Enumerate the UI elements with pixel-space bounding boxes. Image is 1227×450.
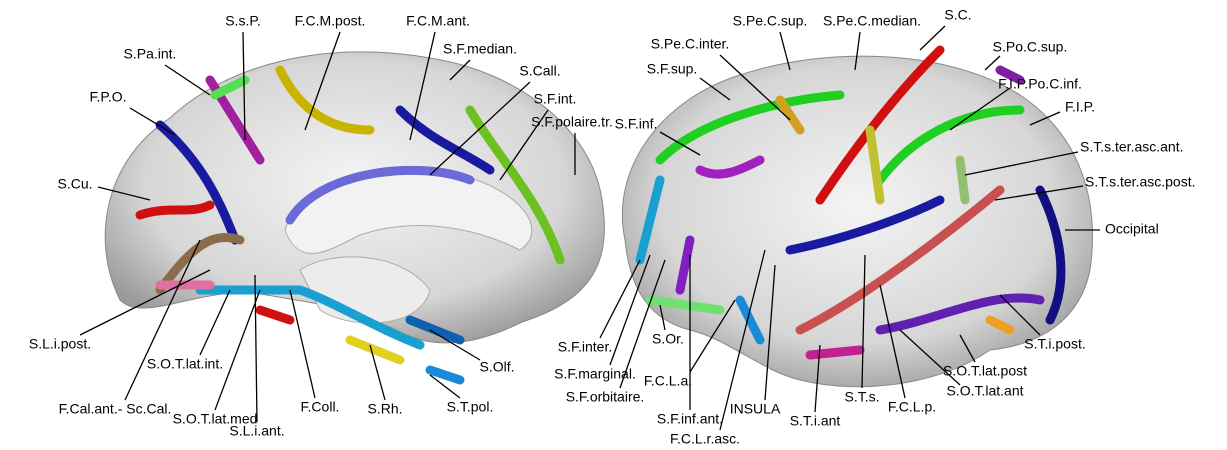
sulcus-label: S.T.s.ter.asc.post. xyxy=(1085,174,1196,190)
sulcus-label: S.O.T.lat.ant xyxy=(946,383,1023,399)
leader-line xyxy=(165,65,210,95)
sulcus-label: S.Call. xyxy=(519,63,560,79)
sulcus-label: Occipital xyxy=(1105,221,1159,237)
sulcus-label: S.F.inter. xyxy=(558,339,612,355)
sulcus-label: S.Or. xyxy=(652,331,684,347)
sulcus-label: S.L.i.ant. xyxy=(229,423,284,439)
sulcus-label: S.s.P. xyxy=(225,13,261,29)
sulcus-label: S.Rh. xyxy=(367,401,402,417)
sulcus-label: S.F.median. xyxy=(443,41,517,57)
sulcus-label: S.T.s. xyxy=(844,389,879,405)
sulcus-label: S.Olf. xyxy=(479,359,514,375)
sulcus-label: F.C.M.post. xyxy=(295,13,366,29)
sulcus-label: S.Pe.C.median. xyxy=(823,13,921,29)
sulcus-label: F.Coll. xyxy=(301,399,340,415)
sulcus-label: S.F.sup. xyxy=(647,61,698,77)
sulcus-label: S.F.orbitaire. xyxy=(566,389,645,405)
sulcus-label: INSULA xyxy=(730,401,781,417)
sulcus-label: F.Cal.ant.- Sc.Cal. xyxy=(59,401,172,417)
sulcus-label: F.I.P. xyxy=(1065,99,1095,115)
sulcus-label: S.T.pol. xyxy=(447,399,494,415)
sulcus-label: S.Po.C.sup. xyxy=(993,39,1068,55)
sulcus-label: F.I.P.Po.C.inf. xyxy=(998,76,1082,92)
sulcus-label: F.C.L.a. xyxy=(644,373,692,389)
sulcus-label: S.O.T.lat.int. xyxy=(147,356,223,372)
sulcus-label: S.Pe.C.sup. xyxy=(733,13,808,29)
sulcus-label: F.C.L.p. xyxy=(888,399,936,415)
sulcus-label: S.F.int. xyxy=(534,91,577,107)
leader-line xyxy=(200,290,230,355)
sulcus-label: S.Cu. xyxy=(57,176,92,192)
figure: S.s.P. F.C.M.post. F.C.M.ant. S.Pa.int. S.F.… xyxy=(0,0,1227,450)
sulcus-label: S.O.T.lat.post xyxy=(943,363,1027,379)
sulcus-label: S.T.i.post. xyxy=(1024,336,1085,352)
sulcus-label: S.T.s.ter.asc.ant. xyxy=(1080,139,1184,155)
sulcus-label: S.F.inf. xyxy=(615,116,658,132)
sulcus-label: S.T.i.ant xyxy=(790,413,841,429)
sulcus-label: F.C.L.r.asc. xyxy=(670,431,740,447)
lateral-hemisphere xyxy=(622,50,1092,387)
sulcus-label: F.C.M.ant. xyxy=(406,13,470,29)
leader-line xyxy=(610,255,650,365)
sulcus-label: S.Pa.int. xyxy=(124,46,177,62)
sulcus-label: S.F.polaire.tr. xyxy=(531,114,613,130)
sulcus-label: S.Pe.C.inter. xyxy=(651,36,730,52)
sulcus-label: S.L.i.post. xyxy=(29,336,91,352)
sulcus-label: F.P.O. xyxy=(89,89,126,105)
medial-hemisphere xyxy=(105,52,604,380)
sulcus-label: S.F.inf.ant. xyxy=(657,411,723,427)
sulcus-label: S.C. xyxy=(944,7,971,23)
leader-line xyxy=(290,290,315,398)
